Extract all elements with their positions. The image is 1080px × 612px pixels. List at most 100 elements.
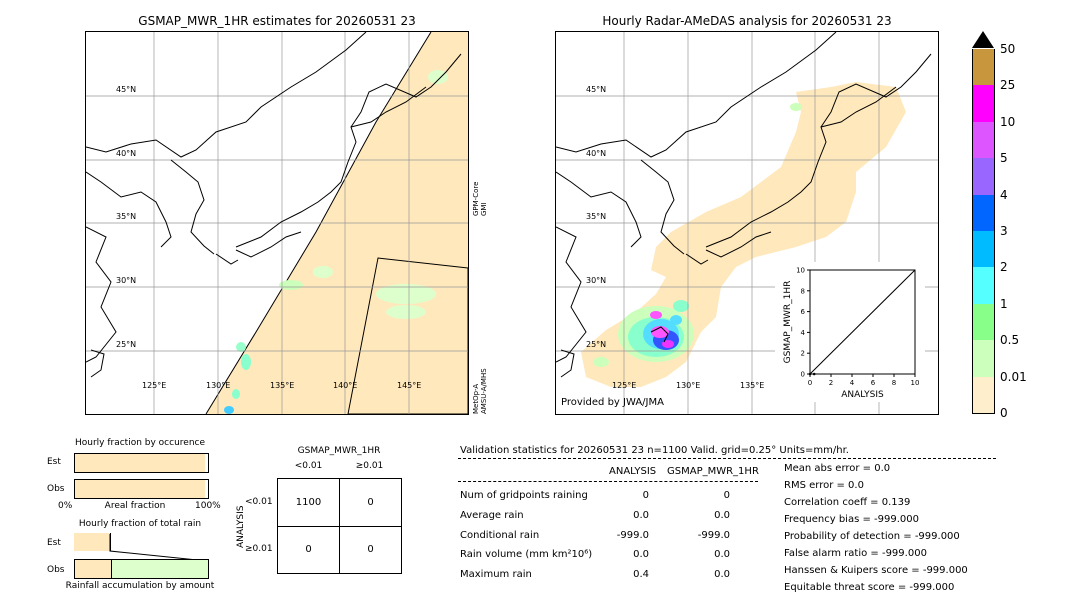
stat-gsmap-gridpoints: 0 bbox=[723, 490, 730, 501]
score-far: False alarm ratio = -999.000 bbox=[784, 548, 927, 559]
swath-label-amsu: MetOp-A AMSU-A/MHS bbox=[472, 368, 488, 414]
total-rain-obs-bar bbox=[75, 560, 112, 578]
left-lat-30: 30°N bbox=[116, 276, 137, 285]
colorbar-extend-arrow bbox=[972, 31, 994, 48]
colorbar-label: 0.01 bbox=[1000, 369, 1027, 384]
colorbar-segment bbox=[972, 303, 995, 341]
occurrence-est-track bbox=[74, 453, 209, 473]
stat-label-volume: Rain volume (mm km²10⁶) bbox=[460, 549, 593, 560]
stat-analysis-volume: 0.0 bbox=[633, 549, 649, 560]
occurrence-title: Hourly fraction by occurence bbox=[74, 438, 206, 448]
total-rain-est-label: Est bbox=[47, 538, 61, 548]
scatter-x-tick-label: 2 bbox=[829, 379, 833, 387]
colorbar-segment bbox=[972, 49, 995, 86]
left-lon-140: 140°E bbox=[333, 381, 358, 390]
scatter-x-tick-label: 0 bbox=[808, 379, 812, 387]
cell-ge-ge: 0 bbox=[367, 544, 374, 555]
scatter-x-tick-label: 8 bbox=[892, 379, 896, 387]
validation-divider bbox=[458, 458, 996, 459]
scatter-point bbox=[812, 372, 816, 376]
colorbar-segment bbox=[972, 121, 995, 159]
stat-gsmap-volume: 0.0 bbox=[714, 549, 730, 560]
col-analysis-header: ANALYSIS bbox=[609, 466, 657, 477]
right-lat-25: 25°N bbox=[586, 340, 607, 349]
scatter-point bbox=[808, 372, 812, 376]
score-correlation: Correlation coeff = 0.139 bbox=[784, 497, 911, 508]
left-lat-45: 45°N bbox=[116, 85, 137, 94]
right-lon-130: 130°E bbox=[676, 381, 701, 390]
scatter-x-tick-label: 4 bbox=[850, 379, 855, 387]
contingency-table: 1100 0 0 0 bbox=[277, 478, 402, 574]
colorbar-label: 10 bbox=[1000, 114, 1016, 129]
contingency-row-ge: ≥0.01 bbox=[245, 544, 273, 554]
occurrence-xlabel: Areal fraction bbox=[104, 501, 166, 511]
data-credit: Provided by JWA/JMA bbox=[561, 397, 664, 408]
occurrence-obs-track bbox=[74, 479, 209, 499]
colorbar-label: 0 bbox=[1000, 406, 1008, 420]
stat-analysis-average: 0.0 bbox=[633, 510, 649, 521]
cell-lt-ge: 0 bbox=[367, 497, 374, 508]
stat-label-average: Average rain bbox=[460, 510, 524, 521]
scatter-xlabel: ANALYSIS bbox=[841, 390, 884, 400]
occurrence-tick-100: 100% bbox=[195, 501, 221, 511]
total-rain-obs-label: Obs bbox=[47, 565, 65, 575]
left-lon-125: 125°E bbox=[142, 381, 167, 390]
left-lat-25: 25°N bbox=[116, 340, 137, 349]
score-mae: Mean abs error = 0.0 bbox=[784, 463, 891, 474]
validation-subdivider bbox=[458, 481, 758, 482]
colorbar-label: 25 bbox=[1000, 78, 1016, 93]
total-rain-connector bbox=[109, 534, 208, 562]
occurrence-obs-bar bbox=[75, 480, 206, 498]
scatter-x-tick-label: 10 bbox=[911, 379, 920, 387]
colorbar-label: 50 bbox=[1000, 42, 1016, 56]
stat-gsmap-average: 0.0 bbox=[714, 510, 730, 521]
colorbar-segment bbox=[972, 231, 995, 268]
colorbar-label: 3 bbox=[1000, 224, 1008, 238]
score-ets: Equitable threat score = -999.000 bbox=[784, 582, 955, 593]
score-hk: Hanssen & Kuipers score = -999.000 bbox=[784, 565, 968, 576]
contingency-row-axis: ANALYSIS bbox=[236, 505, 246, 548]
contingency-row-lt: <0.01 bbox=[245, 497, 273, 507]
colorbar-segment bbox=[972, 158, 995, 195]
score-frequency-bias: Frequency bias = -999.000 bbox=[784, 514, 919, 525]
colorbar-segment bbox=[972, 85, 995, 122]
right-lon-125: 125°E bbox=[612, 381, 637, 390]
contingency-title: GSMAP_MWR_1HR bbox=[297, 446, 381, 456]
total-rain-obs-track bbox=[74, 559, 209, 579]
score-rmse: RMS error = 0.0 bbox=[784, 480, 864, 491]
left-map bbox=[85, 31, 469, 415]
stat-label-maximum: Maximum rain bbox=[460, 569, 532, 580]
right-lat-45: 45°N bbox=[586, 85, 607, 94]
colorbar-label: 5 bbox=[1000, 151, 1008, 166]
stat-analysis-gridpoints: 0 bbox=[642, 490, 649, 501]
left-map-canvas bbox=[86, 32, 468, 414]
left-lat-40: 40°N bbox=[116, 149, 137, 158]
swath-label-gmi: GPM-Core GMI bbox=[472, 181, 488, 216]
validation-header: Validation statistics for 20260531 23 n=… bbox=[460, 445, 849, 456]
colorbar-label: 2 bbox=[1000, 260, 1008, 275]
stat-label-gridpoints: Num of gridpoints raining bbox=[460, 490, 588, 501]
contingency-col-ge: ≥0.01 bbox=[355, 461, 384, 471]
cell-lt-lt: 1100 bbox=[295, 497, 322, 508]
score-pod: Probability of detection = -999.000 bbox=[784, 531, 960, 542]
colorbar-segment bbox=[972, 267, 995, 304]
contingency-col-lt: <0.01 bbox=[294, 461, 323, 471]
colorbar-label: 0.5 bbox=[1000, 333, 1020, 348]
right-lat-30: 30°N bbox=[586, 276, 607, 285]
right-map-canvas bbox=[556, 32, 938, 414]
occurrence-obs-label: Obs bbox=[47, 484, 65, 494]
right-lat-40: 40°N bbox=[586, 149, 607, 158]
scatter-ylabel: GSMAP_MWR_1HR bbox=[783, 281, 793, 364]
colorbar-segment bbox=[972, 340, 995, 377]
occurrence-tick-0: 0% bbox=[58, 501, 73, 511]
total-rain-title: Hourly fraction of total rain bbox=[78, 519, 202, 529]
scatter-y-tick-label: 2 bbox=[801, 350, 805, 358]
stat-analysis-maximum: 0.4 bbox=[633, 569, 649, 580]
stat-gsmap-maximum: 0.0 bbox=[714, 569, 730, 580]
colorbar-segment bbox=[972, 376, 995, 414]
left-lon-130: 130°E bbox=[206, 381, 231, 390]
right-map-title: Hourly Radar-AMeDAS analysis for 2026053… bbox=[602, 14, 892, 28]
stat-analysis-conditional: -999.0 bbox=[616, 530, 649, 541]
scatter-y-tick-label: 8 bbox=[801, 287, 805, 295]
total-rain-est-track bbox=[74, 533, 207, 551]
